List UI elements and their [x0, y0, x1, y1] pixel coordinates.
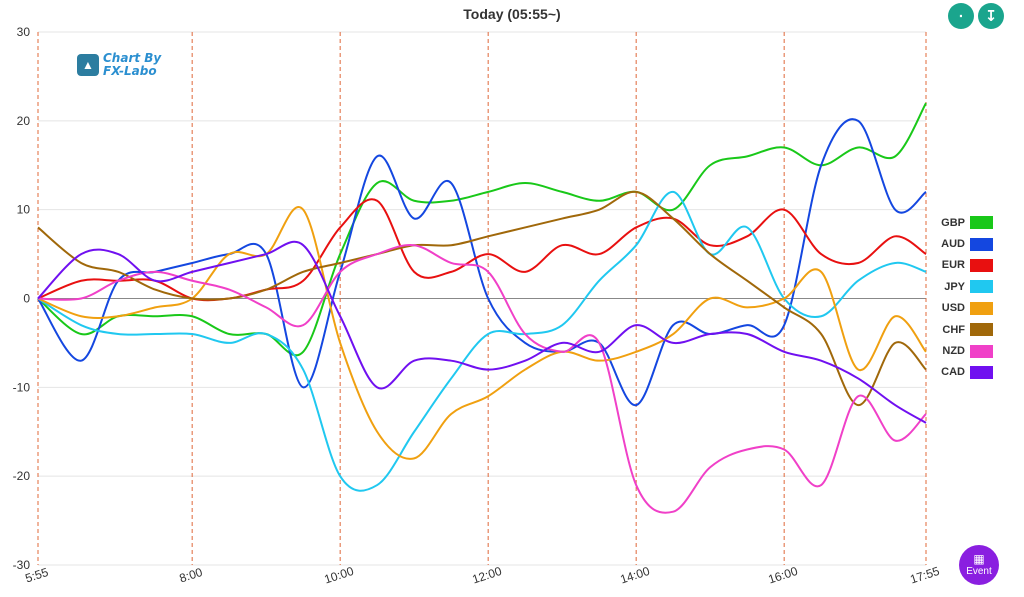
x-tick-label: 17:55 — [908, 564, 941, 587]
legend-swatch — [970, 280, 993, 294]
x-tick-label: 16:00 — [766, 564, 799, 587]
legend-swatch — [970, 237, 993, 251]
legend-item-nzd[interactable]: NZD — [935, 340, 993, 361]
x-tick-label: 12:00 — [470, 564, 503, 587]
series-line-eur — [37, 198, 927, 302]
legend-label: CHF — [942, 323, 965, 336]
legend-swatch — [970, 301, 993, 315]
legend-label: NZD — [942, 345, 965, 358]
legend-item-eur[interactable]: EUR — [935, 255, 993, 276]
legend-item-chf[interactable]: CHF — [935, 319, 993, 340]
x-tick-label: 10:00 — [322, 564, 355, 587]
y-tick-label: -30 — [13, 558, 31, 572]
legend-label: JPY — [944, 280, 965, 293]
legend-label: EUR — [941, 259, 965, 272]
series-line-aud — [37, 118, 927, 407]
legend-swatch — [970, 258, 993, 272]
legend-item-usd[interactable]: USD — [935, 298, 993, 319]
logo-chart-icon: ▲ — [77, 54, 99, 76]
logo-line-2: FX-Labo — [103, 64, 157, 78]
logo: ▲ Chart By FX-Labo — [77, 52, 161, 78]
legend: GBP AUD EUR JPY USD CHF NZD CAD — [935, 212, 993, 383]
calendar-icon: ▦ — [973, 552, 985, 566]
legend-swatch — [970, 365, 993, 379]
legend-label: CAD — [941, 366, 965, 379]
legend-item-jpy[interactable]: JPY — [935, 276, 993, 297]
compress-vertical-icon[interactable]: ∙ — [948, 3, 974, 29]
y-tick-label: -20 — [13, 469, 31, 483]
y-tick-label: 30 — [17, 25, 31, 39]
expand-vertical-icon[interactable]: ↧ — [978, 3, 1004, 29]
series-line-jpy — [37, 190, 927, 492]
y-tick-label: 20 — [17, 114, 31, 128]
x-tick-label: 5:55 — [23, 565, 50, 586]
legend-swatch — [970, 323, 993, 337]
legend-label: AUD — [941, 238, 965, 251]
y-tick-label: -10 — [13, 380, 31, 394]
legend-item-aud[interactable]: AUD — [935, 233, 993, 254]
legend-item-gbp[interactable]: GBP — [935, 212, 993, 233]
series-line-cad — [37, 240, 927, 424]
legend-label: GBP — [941, 216, 965, 229]
event-button[interactable]: ▦ Event — [959, 545, 999, 585]
y-tick-label: 10 — [17, 203, 31, 217]
series-line-gbp — [37, 102, 927, 357]
x-tick-label: 14:00 — [618, 564, 651, 587]
logo-line-1: Chart By — [103, 51, 162, 65]
legend-label: USD — [941, 302, 965, 315]
series-line-chf — [37, 190, 927, 407]
chart-title: Today (05:55~) — [463, 6, 561, 22]
event-button-label: Event — [966, 566, 992, 577]
series-line-usd — [37, 206, 927, 460]
x-tick-label: 8:00 — [178, 565, 205, 586]
legend-item-cad[interactable]: CAD — [935, 362, 993, 383]
legend-swatch — [970, 344, 993, 358]
series-line-nzd — [37, 243, 927, 514]
legend-swatch — [970, 216, 993, 230]
y-tick-label: 0 — [23, 292, 30, 306]
